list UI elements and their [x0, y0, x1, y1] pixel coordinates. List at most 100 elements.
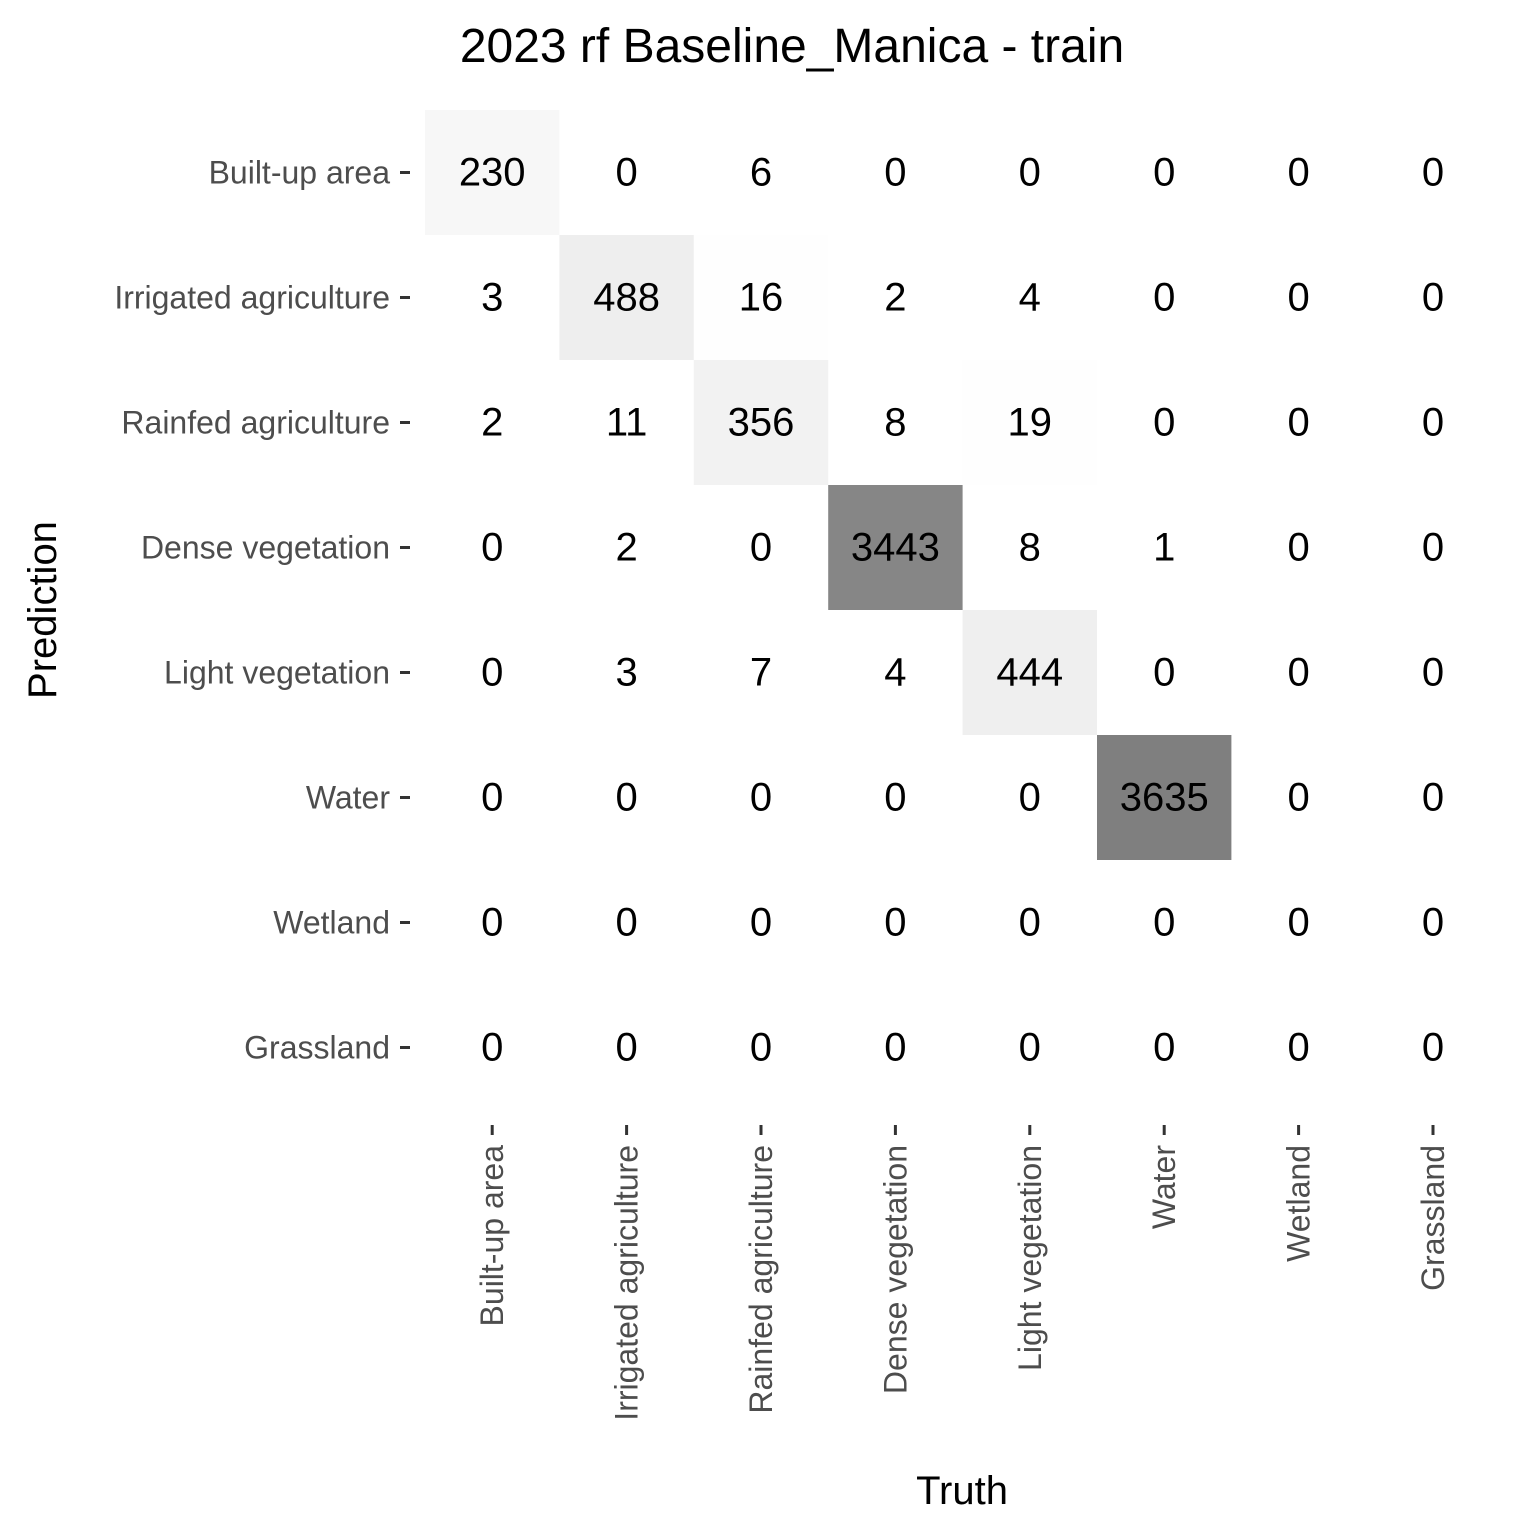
- heatmap-cell: [1097, 860, 1232, 986]
- cell-value-label: 0: [1019, 1026, 1041, 1070]
- cell-value-label: 0: [1287, 776, 1309, 820]
- heatmap-cell: [962, 110, 1098, 236]
- y-tick-label-rainfed-agriculture: Rainfed agriculture: [121, 405, 390, 441]
- cell-value-label: 0: [884, 1026, 906, 1070]
- cell-value-label: 3: [481, 276, 503, 320]
- x-axis-title: Truth: [916, 1469, 1008, 1513]
- cell-value-label: 0: [884, 901, 906, 945]
- heatmap-cell: [1365, 235, 1501, 361]
- cell-value-label: 7: [750, 651, 772, 695]
- x-tick-label-water: Water: [1146, 1145, 1182, 1230]
- cell-value-label: 0: [1422, 1026, 1444, 1070]
- cell-value-label: 6: [750, 151, 772, 195]
- heatmap-cell: [1231, 860, 1367, 986]
- heatmap-cell: [559, 860, 695, 986]
- x-tick-label-wetland: Wetland: [1281, 1145, 1317, 1262]
- cell-value-label: 0: [1287, 526, 1309, 570]
- y-tick-label-built-up-area: Built-up area: [209, 155, 391, 191]
- x-tick-label-grassland: Grassland: [1415, 1145, 1451, 1291]
- cell-value-label: 2: [615, 526, 637, 570]
- heatmap-cell: [1097, 110, 1232, 236]
- cell-value-label: 0: [1422, 901, 1444, 945]
- heatmap-cell: [1097, 985, 1232, 1111]
- cell-value-label: 0: [1153, 401, 1175, 445]
- heatmap-cell: [962, 360, 1098, 486]
- heatmap-cell: [425, 485, 560, 611]
- heatmap-cell: [962, 985, 1098, 1111]
- heatmap-cell: [1365, 985, 1501, 1111]
- x-tick-label-irrigated-agriculture: Irrigated agriculture: [609, 1145, 645, 1421]
- y-tick-label-light-vegetation: Light vegetation: [164, 655, 390, 691]
- cell-value-label: 0: [481, 651, 503, 695]
- cell-value-label: 0: [1287, 1026, 1309, 1070]
- heatmap-cells: [425, 110, 1501, 1111]
- heatmap-cell: [693, 110, 829, 236]
- cell-value-label: 1: [1153, 526, 1175, 570]
- heatmap-cell: [1231, 735, 1367, 861]
- heatmap-cell: [693, 735, 829, 861]
- cell-value-label: 230: [459, 151, 526, 195]
- cell-value-label: 0: [481, 901, 503, 945]
- heatmap-cell: [828, 985, 964, 1111]
- cell-value-label: 0: [1287, 651, 1309, 695]
- heatmap-cell: [1365, 735, 1501, 861]
- cell-value-label: 0: [750, 1026, 772, 1070]
- cell-value-label: 0: [1287, 276, 1309, 320]
- heatmap-cell: [1365, 610, 1501, 736]
- heatmap-cell: [1231, 110, 1367, 236]
- cell-value-label: 11: [606, 401, 648, 445]
- y-tick-label-grassland: Grassland: [244, 1030, 390, 1066]
- cell-value-label: 4: [1019, 276, 1041, 320]
- heatmap-cell: [1365, 860, 1501, 986]
- cell-value-label: 0: [1422, 651, 1444, 695]
- heatmap-cell: [828, 860, 964, 986]
- heatmap-cell: [559, 610, 695, 736]
- heatmap-cell: [828, 735, 964, 861]
- heatmap-cell: [1365, 485, 1501, 611]
- heatmap-cell: [1097, 235, 1232, 361]
- heatmap-cell: [559, 235, 695, 361]
- heatmap-cell: [1365, 360, 1501, 486]
- heatmap-cell: [1231, 235, 1367, 361]
- x-tick-label-rainfed-agriculture: Rainfed agriculture: [743, 1145, 779, 1414]
- cell-value-label: 0: [1422, 401, 1444, 445]
- cell-value-label: 488: [593, 276, 660, 320]
- cell-value-label: 0: [481, 1026, 503, 1070]
- heatmap-cell: [1231, 485, 1367, 611]
- cell-value-label: 0: [615, 901, 637, 945]
- heatmap-cell: [1231, 360, 1367, 486]
- cell-value-label: 2: [481, 401, 503, 445]
- cell-value-label: 2: [884, 276, 906, 320]
- cell-value-label: 3635: [1120, 776, 1209, 820]
- cell-value-label: 0: [1153, 901, 1175, 945]
- y-tick-label-dense-vegetation: Dense vegetation: [141, 530, 390, 566]
- x-tick-label-light-vegetation: Light vegetation: [1012, 1145, 1048, 1371]
- cell-value-label: 0: [1287, 401, 1309, 445]
- heatmap-cell: [425, 860, 560, 986]
- cell-value-label: 0: [1287, 151, 1309, 195]
- cell-value-label: 0: [884, 151, 906, 195]
- heatmap-cell: [828, 485, 964, 611]
- cell-value-label: 0: [615, 776, 637, 820]
- cell-value-label: 0: [884, 776, 906, 820]
- cell-value-label: 0: [1287, 901, 1309, 945]
- heatmap-cell: [425, 235, 560, 361]
- y-tick-label-water: Water: [306, 780, 391, 816]
- cell-value-label: 16: [739, 276, 784, 320]
- cell-value-label: 0: [1153, 651, 1175, 695]
- cell-value-label: 0: [615, 1026, 637, 1070]
- x-tick-label-built-up-area: Built-up area: [474, 1145, 510, 1327]
- heatmap-cell: [1097, 610, 1232, 736]
- cell-value-label: 0: [1422, 776, 1444, 820]
- cell-value-label: 0: [750, 901, 772, 945]
- y-tick-label-irrigated-agriculture: Irrigated agriculture: [114, 280, 390, 316]
- cell-value-label: 0: [750, 526, 772, 570]
- heatmap-cell: [559, 985, 695, 1111]
- heatmap-cell: [962, 235, 1098, 361]
- x-tick-label-dense-vegetation: Dense vegetation: [877, 1145, 913, 1394]
- cell-value-label: 0: [481, 776, 503, 820]
- heatmap-cell: [559, 360, 695, 486]
- heatmap-cell: [962, 735, 1098, 861]
- cell-value-label: 0: [615, 151, 637, 195]
